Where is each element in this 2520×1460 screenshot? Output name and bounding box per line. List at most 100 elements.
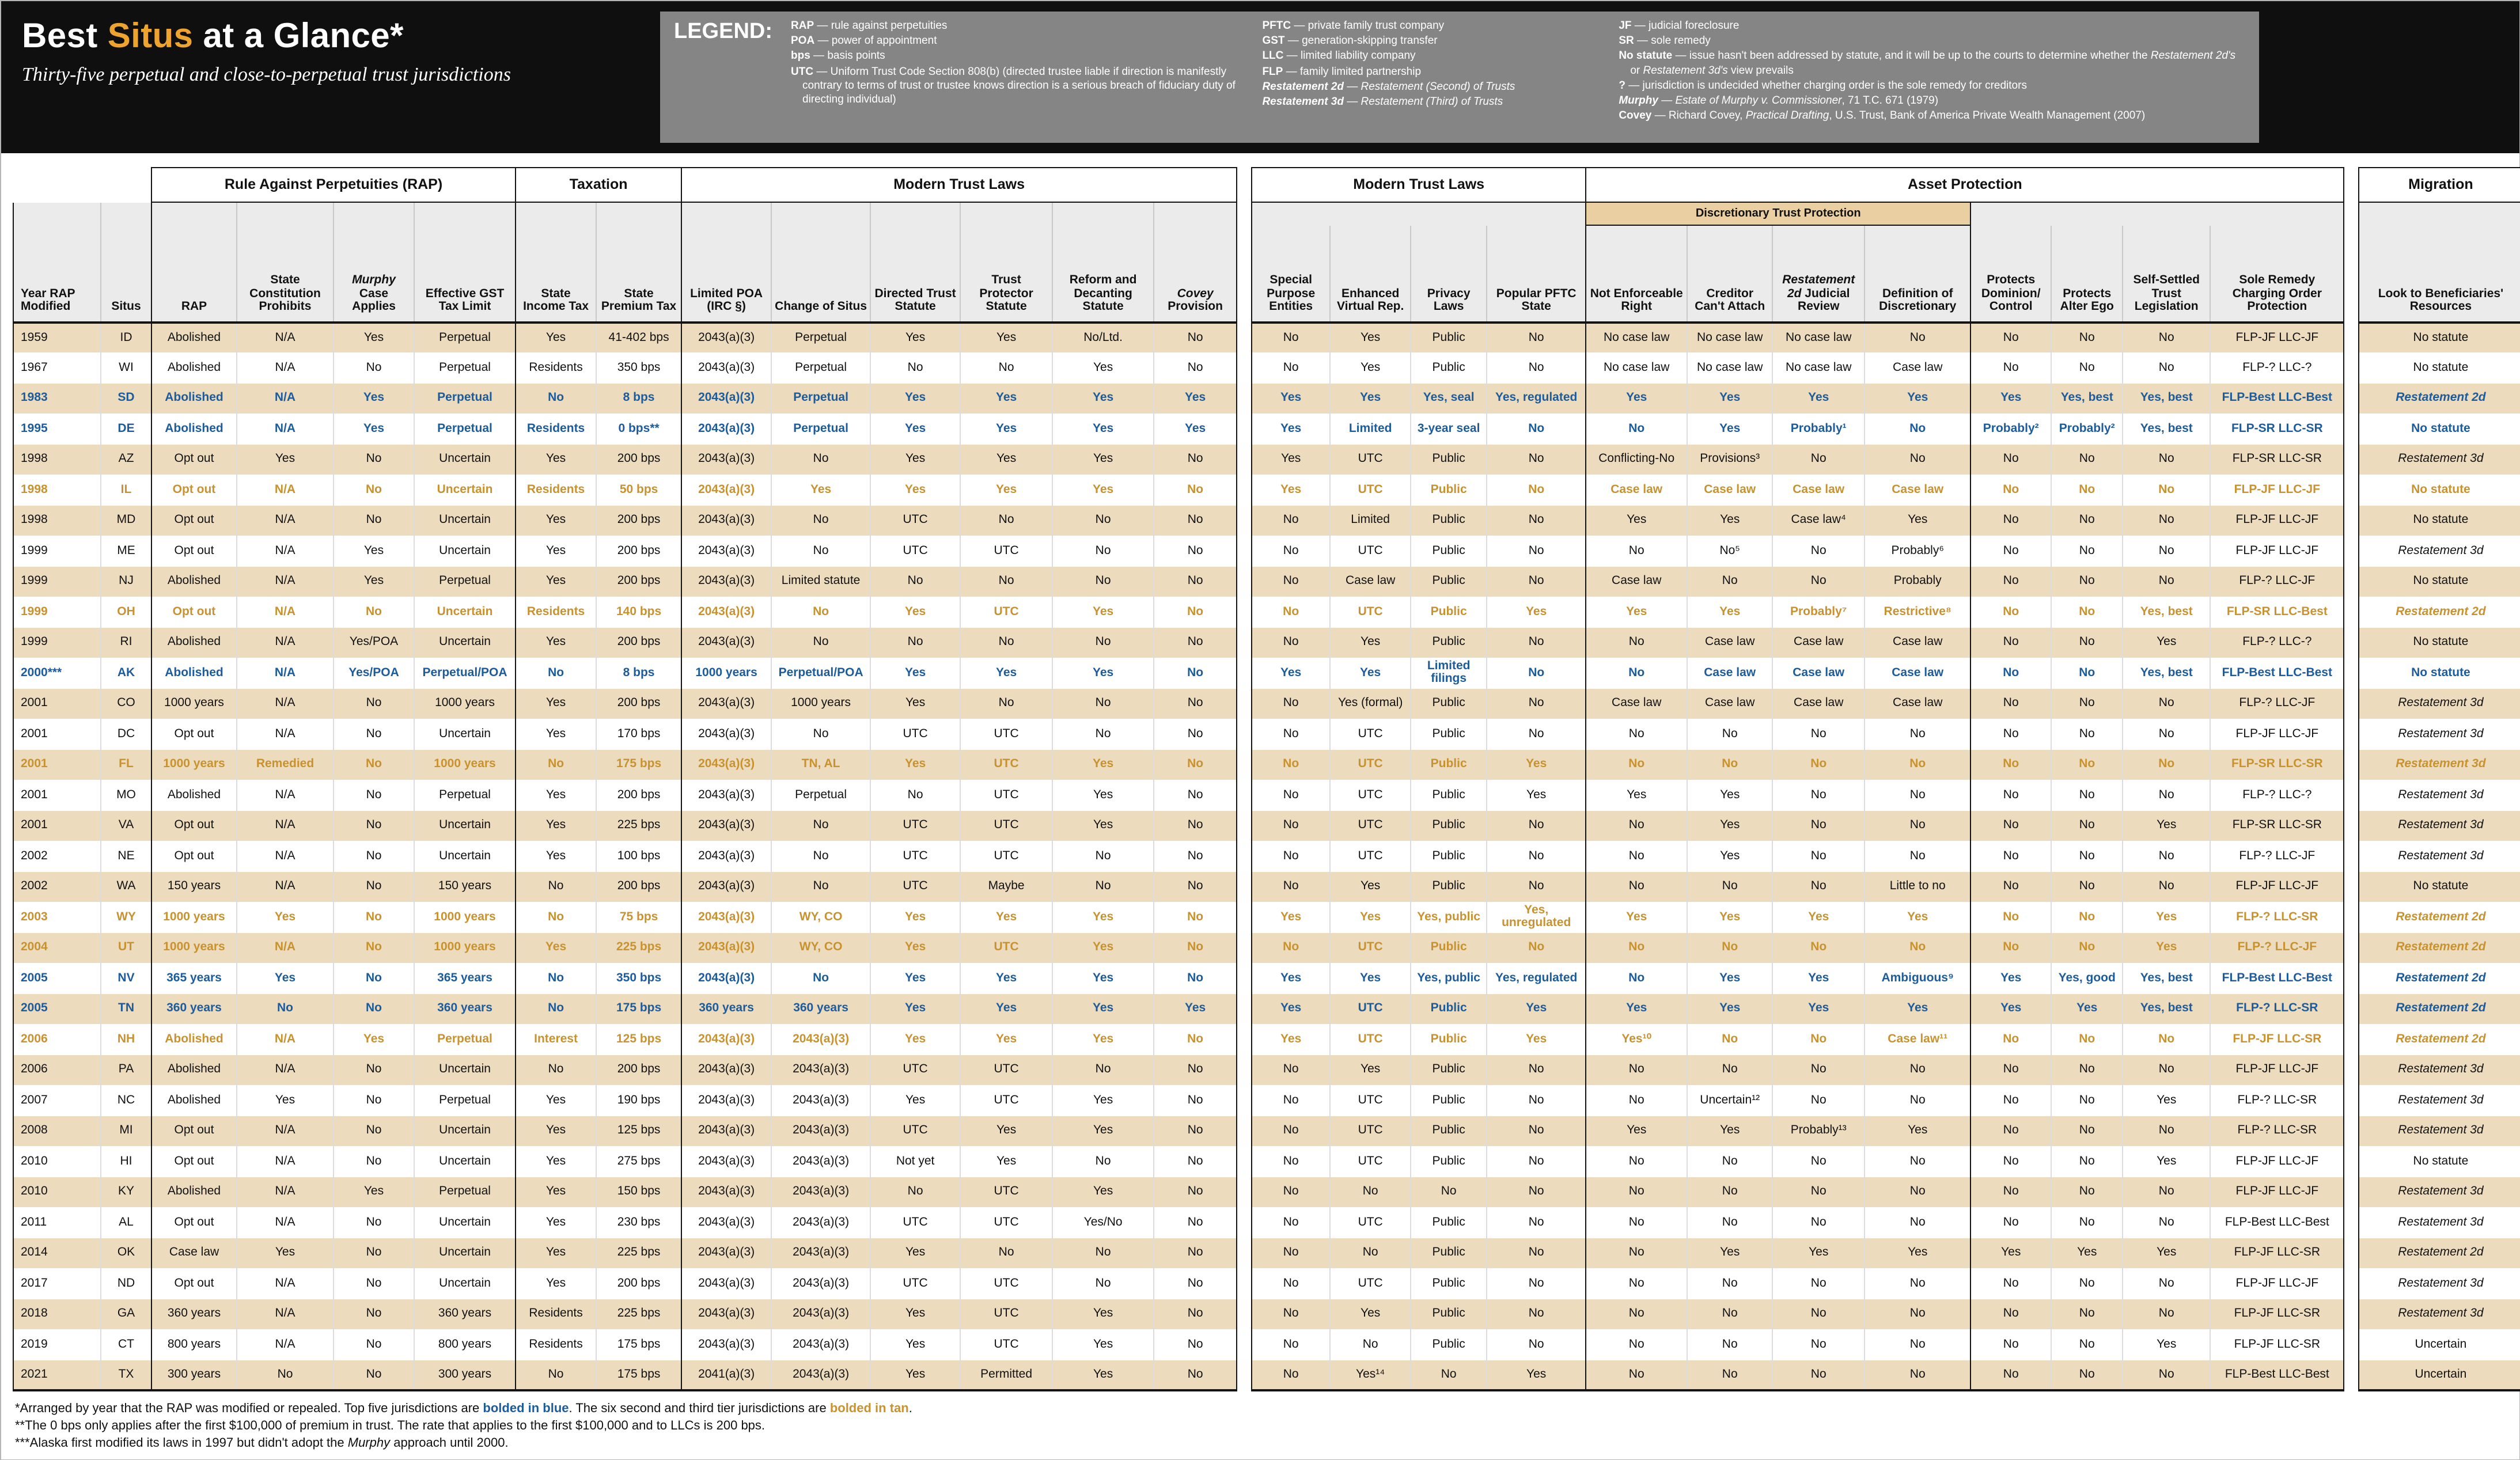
table-cell: No xyxy=(870,780,961,810)
table-cell: 2002 xyxy=(13,841,101,871)
table-cell: Restatement 3d xyxy=(2358,444,2520,475)
table-cell: No xyxy=(1153,1116,1238,1146)
table-cell: No xyxy=(333,810,414,841)
table-cell: No statute xyxy=(2358,658,2520,688)
table-cell: No xyxy=(960,566,1053,597)
table-cell: Provisions³ xyxy=(1687,444,1773,475)
table-cell: No xyxy=(1970,1024,2052,1055)
table-cell: UTC xyxy=(870,505,961,536)
table-cell: Yes xyxy=(870,322,961,352)
table-cell: No xyxy=(1251,1329,1331,1360)
table-cell: Yes xyxy=(515,1207,597,1238)
table-row: Yes Yes Yes, seal Yes, regulated Yes Yes Yes Ye… xyxy=(1251,383,2345,414)
table-cell: No xyxy=(2051,352,2123,383)
table-cell: No xyxy=(515,658,597,688)
table-cell: No xyxy=(1052,1055,1154,1085)
column-header: Change of Situs xyxy=(771,202,871,323)
table-cell: AL xyxy=(100,1207,151,1238)
table-cell: No xyxy=(333,1329,414,1360)
table-cell: Yes xyxy=(1329,963,1411,993)
table-cell: 2043(a)(3) xyxy=(681,780,772,810)
table-cell: Yes xyxy=(1687,414,1773,444)
table-cell: Public xyxy=(1410,627,1487,658)
table-cell: 1000 years xyxy=(413,688,516,719)
table-cell: No xyxy=(1864,719,1971,749)
table-row: No UTC Public No Yes Yes Probably¹³ Yes No No No FL… xyxy=(1251,1116,2345,1146)
table-row: No No Public No No No No No No No Yes FLP-JF LLC-SR xyxy=(1251,1329,2345,1360)
table-cell: Yes xyxy=(515,505,597,536)
table-cell: Public xyxy=(1410,1207,1487,1238)
footnote: **The 0 bps only applies after the first… xyxy=(15,1419,766,1433)
table-cell: No xyxy=(2122,688,2211,719)
table-cell: Yes xyxy=(1052,932,1154,963)
table-cell: Opt out xyxy=(151,1116,237,1146)
footnote: ***Alaska first modified its laws in 199… xyxy=(15,1436,509,1450)
table-cell: No xyxy=(1153,1268,1238,1299)
table-cell: No xyxy=(1970,1268,2052,1299)
table-cell: Yes, best xyxy=(2122,993,2211,1024)
table-cell: 2001 xyxy=(13,688,101,719)
table-cell: NJ xyxy=(100,566,151,597)
table-cell: No xyxy=(515,749,597,780)
table-row: No UTC Public Yes Yes Yes Probably⁷ Restrictive… xyxy=(1251,597,2345,627)
table-cell: FL xyxy=(100,749,151,780)
table-cell: Yes xyxy=(2122,1085,2211,1116)
table-cell: No xyxy=(2051,505,2123,536)
table-cell: No xyxy=(515,1055,597,1085)
table-cell: Public xyxy=(1410,566,1487,597)
table-cell: Yes (formal) xyxy=(1329,688,1411,719)
table-cell: 2043(a)(3) xyxy=(681,1024,772,1055)
table-cell: N/A xyxy=(236,1177,334,1207)
table-migration-section: Migration Look to Beneficiaries' Resource… xyxy=(2358,167,2520,1391)
table-cell: N/A xyxy=(236,627,334,658)
table-cell: 2017 xyxy=(13,1268,101,1299)
table-cell: No xyxy=(515,963,597,993)
column-header: Popular PFTC State xyxy=(1486,225,1586,323)
table-cell: No xyxy=(1251,505,1331,536)
table-cell: Restatement 2d xyxy=(2358,597,2520,627)
table-cell: 2043(a)(3) xyxy=(681,383,772,414)
table-cell: Public xyxy=(1410,322,1487,352)
table-cell: 275 bps xyxy=(596,1146,682,1177)
table-cell: FLP-? LLC-SR xyxy=(2210,1116,2345,1146)
table-cell: N/A xyxy=(236,505,334,536)
table-cell: No xyxy=(1687,1177,1773,1207)
table-cell: Yes, seal xyxy=(1410,383,1487,414)
table-cell: Yes xyxy=(1329,383,1411,414)
table-cell: No xyxy=(1970,1329,2052,1360)
table-cell: 3-year seal xyxy=(1410,414,1487,444)
table-row: 2010 HI Opt out N/A No Uncertain Yes 275 bps 204… xyxy=(13,1146,1238,1177)
table-cell: FLP-Best LLC-Best xyxy=(2210,1360,2345,1391)
table-cell: 2043(a)(3) xyxy=(681,566,772,597)
table-cell: No xyxy=(1772,1085,1865,1116)
table-row: Restatement 3d xyxy=(2358,1055,2520,1085)
table-row: No statute xyxy=(2358,658,2520,688)
table-cell: Restatement 3d xyxy=(2358,719,2520,749)
table-row: No statute xyxy=(2358,475,2520,505)
table-cell: UTC xyxy=(1329,475,1411,505)
table-cell: 200 bps xyxy=(596,627,682,658)
table-row: Restatement 3d xyxy=(2358,780,2520,810)
table-row: No UTC Public No No No⁵ No Probably⁶ No No No FLP-J… xyxy=(1251,536,2345,566)
table-cell: No xyxy=(1585,810,1688,841)
table-cell: Public xyxy=(1410,993,1487,1024)
table-cell: No xyxy=(2051,871,2123,902)
table-cell: Yes xyxy=(1329,1055,1411,1085)
table-cell: 2043(a)(3) xyxy=(681,1207,772,1238)
table-cell: No xyxy=(1486,536,1586,566)
table-cell: 150 bps xyxy=(596,1177,682,1207)
table-cell: Perpetual xyxy=(771,322,871,352)
table-cell: 225 bps xyxy=(596,1299,682,1329)
table-cell: Case law xyxy=(1687,658,1773,688)
table-cell: No statute xyxy=(2358,871,2520,902)
column-header: Not Enforceable Right xyxy=(1585,225,1688,323)
table-cell: Case law xyxy=(151,1238,237,1268)
table-cell: Yes xyxy=(1052,749,1154,780)
table-cell: Perpetual xyxy=(413,1085,516,1116)
table-cell: Yes, public xyxy=(1410,902,1487,932)
table-cell: No xyxy=(1251,627,1331,658)
table-cell: Yes xyxy=(870,1329,961,1360)
footnote: *Arranged by year that the RAP was modif… xyxy=(15,1402,912,1416)
table-cell: Yes xyxy=(960,993,1053,1024)
column-header: Situs xyxy=(100,202,151,323)
